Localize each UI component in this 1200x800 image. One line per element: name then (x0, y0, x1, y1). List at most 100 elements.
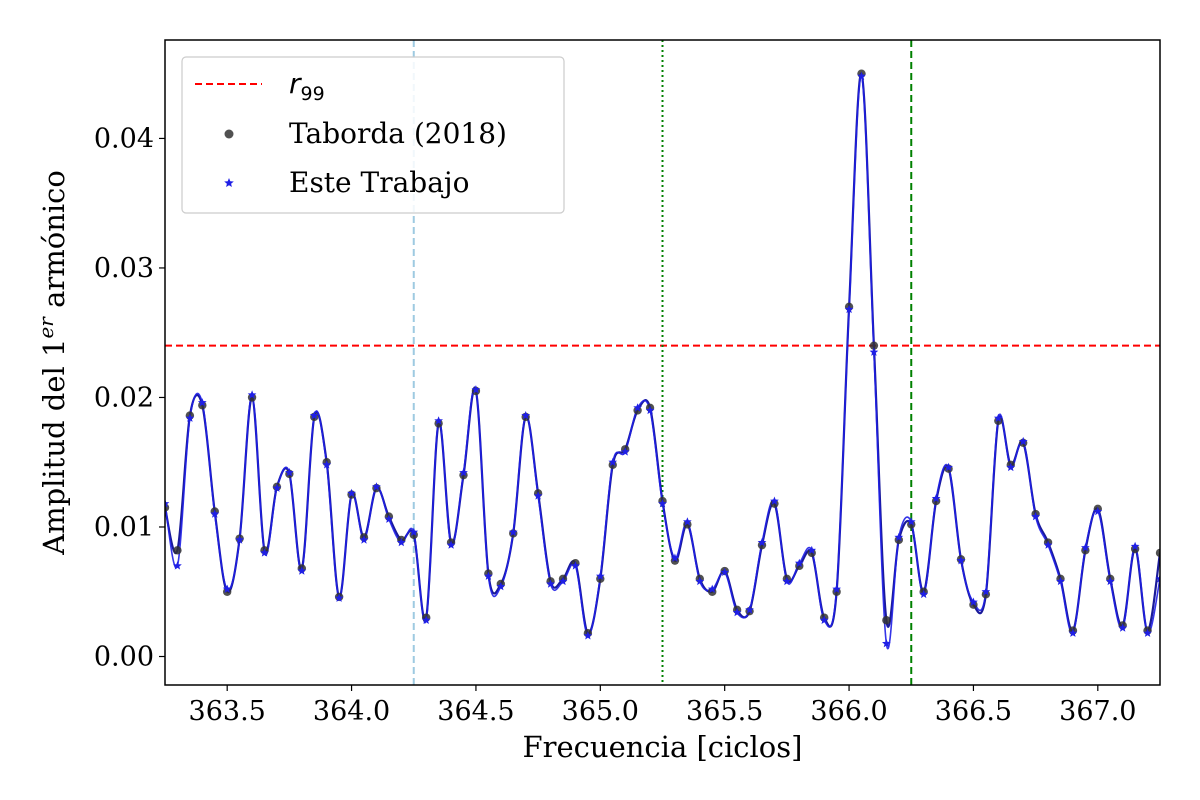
data-point-este-trabajo (521, 411, 531, 420)
data-point-este-trabajo (857, 71, 866, 80)
y-tick-label: 0.04 (94, 123, 154, 154)
legend-label-r99-sub: 99 (301, 83, 325, 105)
x-tick-label: 364.5 (437, 696, 514, 727)
y-tick-label: 0.03 (94, 253, 154, 284)
data-point-taborda (757, 540, 767, 550)
data-point-este-trabajo (969, 597, 978, 606)
data-point-este-trabajo (1068, 628, 1078, 637)
legend-box (181, 56, 565, 214)
data-point-este-trabajo (334, 593, 344, 602)
x-tick-label: 364.0 (313, 696, 390, 727)
data-point-este-trabajo (944, 462, 953, 472)
data-point-taborda (994, 416, 1003, 425)
data-point-este-trabajo (459, 468, 468, 477)
data-point-este-trabajo (683, 517, 692, 526)
data-point-este-trabajo (1006, 462, 1016, 472)
data-point-este-trabajo (1105, 576, 1115, 586)
data-point-taborda (1155, 548, 1160, 558)
y-axis-label-part: Amplitud del 1 (37, 339, 71, 556)
data-point-este-trabajo (1093, 506, 1103, 516)
data-point-este-trabajo (272, 483, 282, 492)
data-point-este-trabajo (882, 639, 891, 648)
data-point-este-trabajo (533, 491, 543, 500)
legend: r99 Taborda (2018) Este Trabajo (181, 56, 565, 214)
data-point-este-trabajo (571, 561, 580, 570)
data-point-este-trabajo (595, 571, 605, 580)
legend-label-r99-base: r (289, 67, 302, 100)
data-point-este-trabajo (707, 584, 717, 593)
y-tick-label: 0.00 (94, 642, 154, 673)
data-point-este-trabajo (757, 537, 767, 547)
data-point-taborda (608, 460, 617, 470)
data-point-este-trabajo (165, 499, 170, 508)
data-point-taborda (222, 587, 232, 596)
data-point-este-trabajo (1081, 543, 1090, 552)
data-point-taborda (633, 406, 642, 415)
data-point-este-trabajo (496, 582, 506, 591)
x-tick-label: 366.5 (935, 696, 1012, 727)
data-point-taborda (247, 393, 257, 402)
data-point-taborda (882, 616, 891, 625)
data-point-taborda (807, 548, 816, 558)
data-point-taborda (869, 341, 879, 350)
y-axis: 0.00 0.01 0.02 0.03 0.04 (94, 123, 165, 673)
data-point-este-trabajo (471, 385, 481, 394)
data-point-este-trabajo (782, 576, 792, 586)
legend-label-este-trabajo: Este Trabajo (289, 166, 469, 199)
data-point-este-trabajo (658, 499, 667, 508)
data-point-taborda (596, 574, 605, 583)
data-point-este-trabajo (285, 468, 294, 477)
axes-frame (164, 39, 1161, 686)
data-point-este-trabajo (372, 482, 381, 491)
data-point-este-trabajo (807, 545, 817, 554)
data-point-este-trabajo (732, 607, 742, 617)
y-tick-label: 0.02 (94, 382, 154, 413)
data-point-este-trabajo (894, 532, 904, 542)
data-point-este-trabajo (409, 527, 419, 536)
legend-marker-taborda (224, 129, 234, 139)
data-point-este-trabajo (260, 548, 269, 557)
data-point-este-trabajo (745, 605, 754, 614)
data-point-taborda (1081, 546, 1090, 555)
data-point-taborda (832, 587, 841, 596)
data-point-este-trabajo (869, 347, 879, 356)
data-point-taborda (969, 600, 978, 609)
data-point-este-trabajo (309, 411, 319, 420)
data-point-este-trabajo (620, 447, 630, 456)
x-tick-label: 365.5 (686, 696, 763, 727)
data-point-este-trabajo (906, 517, 916, 526)
y-tick-label: 0.01 (94, 512, 154, 543)
y-axis-label-part: armónico (37, 170, 71, 317)
data-point-este-trabajo (322, 460, 332, 469)
data-point-este-trabajo (446, 540, 456, 549)
data-point-taborda (683, 520, 692, 529)
data-point-este-trabajo (1031, 512, 1040, 521)
data-point-este-trabajo (546, 579, 555, 588)
data-point-este-trabajo (222, 584, 232, 593)
data-point-taborda (931, 496, 941, 506)
legend-marker-este-trabajo (224, 178, 234, 187)
data-point-este-trabajo (210, 509, 220, 518)
data-point-este-trabajo (633, 403, 642, 412)
legend-label-taborda: Taborda (2018) (289, 117, 507, 150)
data-point-este-trabajo (1130, 541, 1140, 551)
data-point-este-trabajo (608, 457, 618, 466)
data-point-este-trabajo (919, 589, 929, 599)
data-point-este-trabajo (1143, 628, 1152, 637)
data-point-este-trabajo (993, 413, 1003, 422)
data-point-este-trabajo (1018, 436, 1028, 446)
data-point-este-trabajo (1043, 540, 1053, 549)
data-point-este-trabajo (558, 576, 568, 586)
data-point-taborda (907, 520, 916, 529)
plot-area (165, 40, 1160, 685)
data-point-este-trabajo (956, 556, 966, 565)
data-point-taborda (770, 499, 779, 508)
data-point-este-trabajo (1056, 576, 1065, 586)
data-point-este-trabajo (832, 584, 841, 593)
data-point-este-trabajo (359, 535, 369, 544)
x-axis: 363.5 364.0 364.5 365.0 365.5 366.0 366.5 367.0 (189, 685, 1136, 727)
x-tick-label: 363.5 (189, 696, 266, 727)
data-point-este-trabajo (819, 615, 829, 624)
y-axis-label: Amplitud del 1er armónico (34, 170, 71, 556)
